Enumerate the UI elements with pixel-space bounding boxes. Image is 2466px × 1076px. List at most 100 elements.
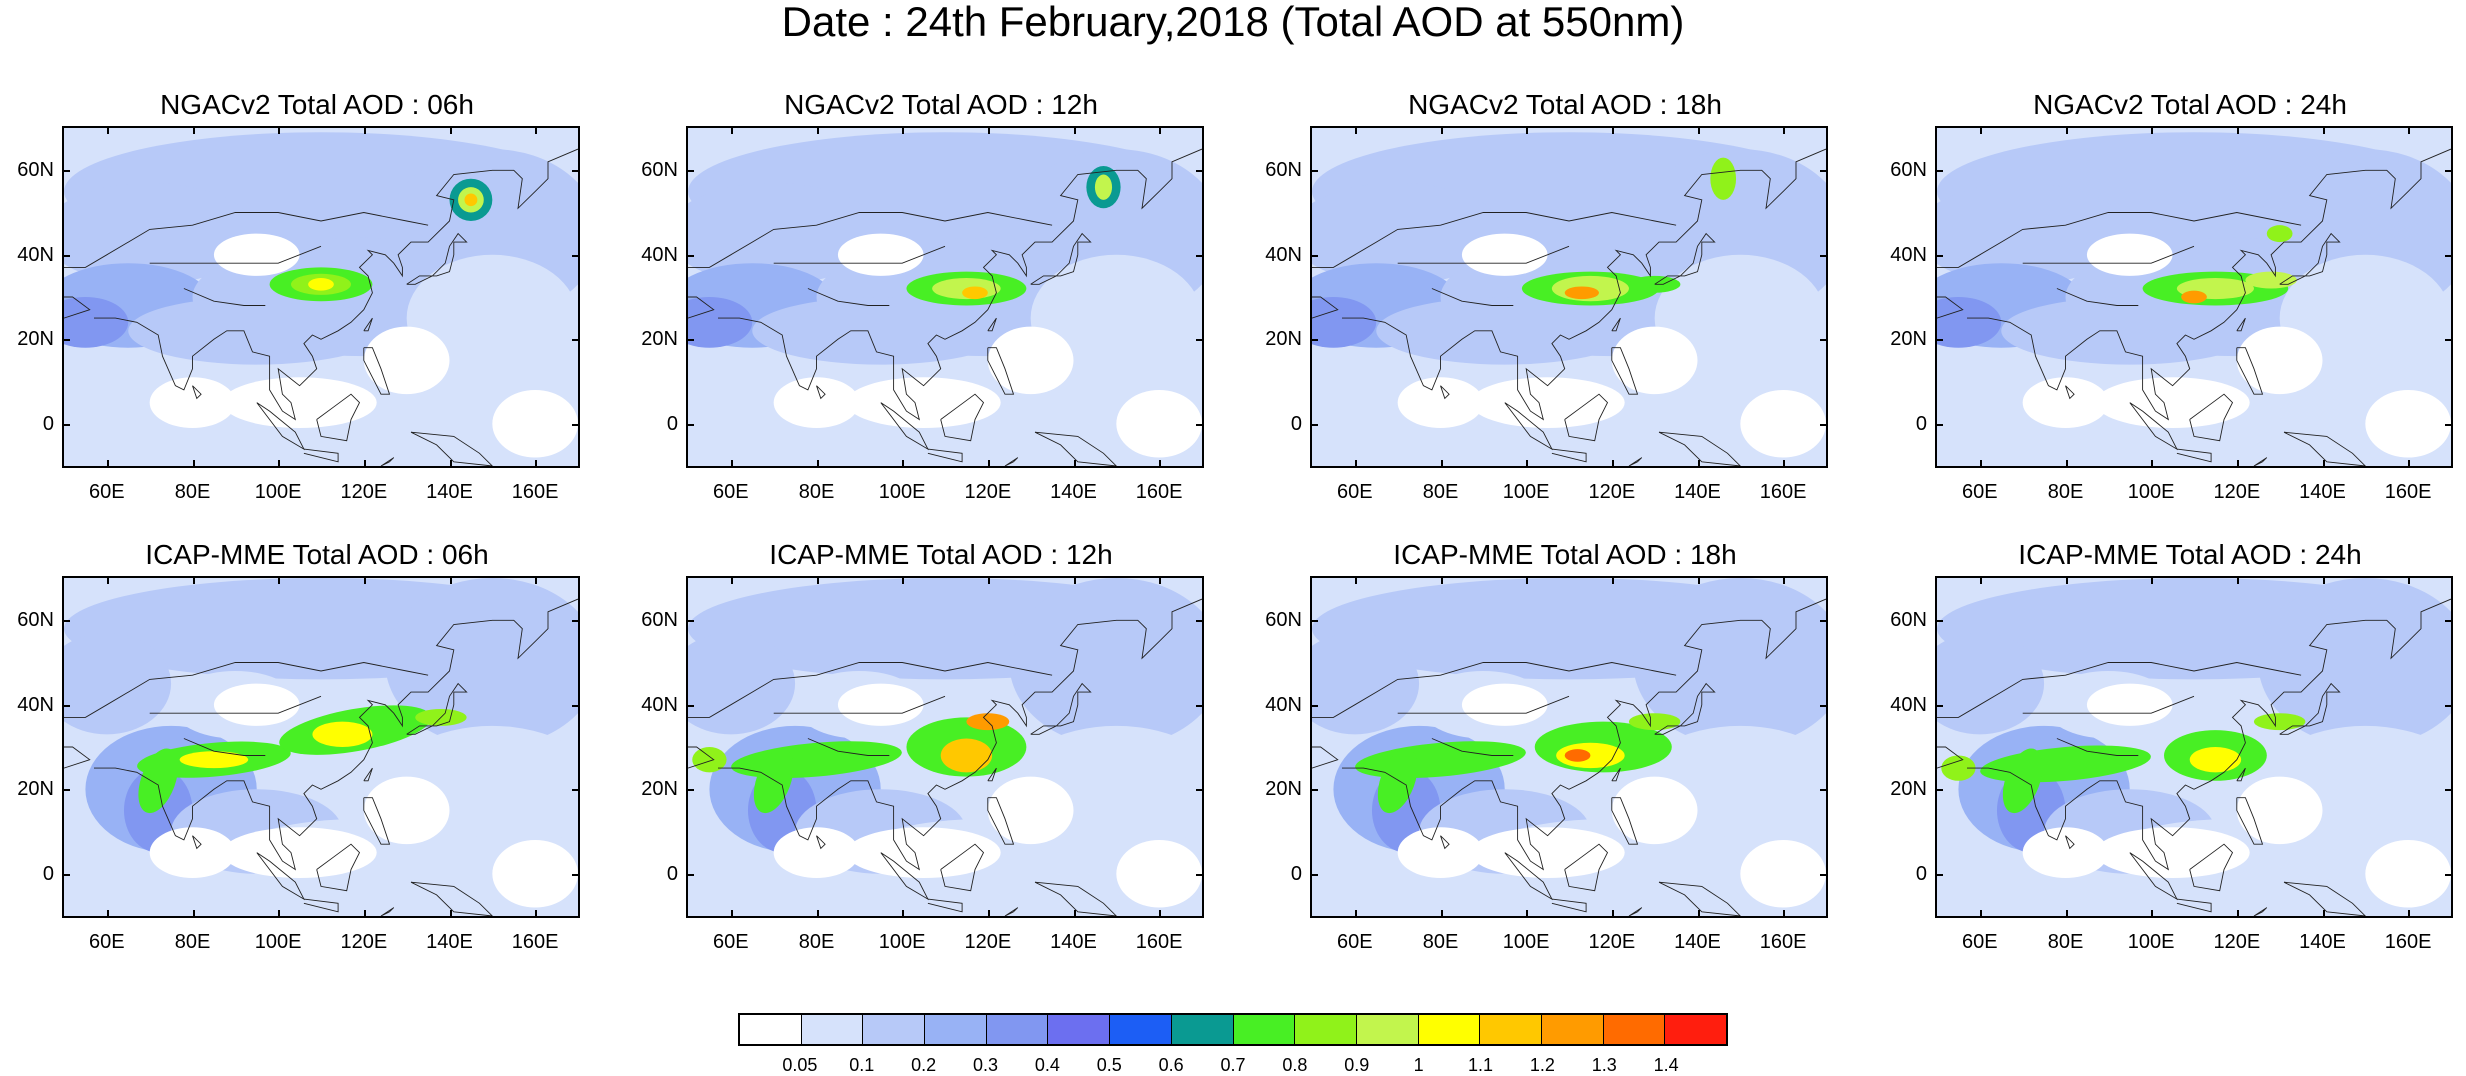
- lat-tick-mark: [572, 339, 580, 342]
- map-plot-area: [62, 126, 580, 468]
- lon-tick-mark: [2408, 460, 2411, 468]
- lat-tick-label: 0: [1915, 862, 1927, 885]
- lon-tick-mark: [1611, 460, 1614, 468]
- lon-tick-label: 160E: [1759, 931, 1807, 953]
- lon-tick-mark: [363, 126, 366, 134]
- lon-tick-mark: [1697, 576, 1700, 584]
- map-plot-area: [1935, 126, 2453, 468]
- colorbar-label: 0.8: [1282, 1055, 1308, 1075]
- lon-tick-mark: [449, 910, 452, 918]
- lon-tick-mark: [1697, 460, 1700, 468]
- lon-tick-mark: [192, 910, 195, 918]
- lon-tick-mark: [987, 576, 990, 584]
- lat-tick-mark: [1196, 789, 1204, 792]
- lon-tick-label: 100E: [878, 481, 926, 503]
- lon-tick-mark: [2408, 576, 2411, 584]
- lat-tick-mark: [1820, 170, 1828, 173]
- lat-tick-mark: [1935, 254, 1943, 257]
- colorbar-swatch: [801, 1015, 864, 1044]
- colorbar-label: 1.4: [1653, 1055, 1679, 1075]
- map-panel-ngac-12h: NGACv2 Total AOD : 12h 60N 40N 20N 0 60E 80E 1…: [626, 90, 1256, 530]
- lat-tick-label: 40N: [641, 243, 678, 266]
- colorbar-label: 1.1: [1467, 1055, 1494, 1075]
- lat-tick-mark: [62, 339, 70, 342]
- lat-tick-mark: [686, 170, 694, 173]
- lat-tick-label: 40N: [1265, 243, 1302, 266]
- lat-tick-mark: [686, 254, 694, 257]
- lat-tick-label: 60N: [641, 159, 678, 182]
- lon-tick-mark: [1073, 910, 1076, 918]
- lon-tick-mark: [535, 576, 538, 584]
- lon-tick-mark: [192, 576, 195, 584]
- lon-tick-label: 120E: [1588, 481, 1636, 503]
- map-panel-icap-18h: ICAP-MME Total AOD : 18h 60N 40N 20N 0 60E 80…: [1250, 540, 1880, 980]
- lon-tick-label: 80E: [1422, 931, 1459, 953]
- lat-tick-label: 20N: [1890, 328, 1927, 351]
- lat-tick-mark: [572, 789, 580, 792]
- lat-tick-mark: [1820, 620, 1828, 623]
- lat-tick-mark: [1196, 873, 1204, 876]
- lat-tick-label: 0: [42, 862, 54, 885]
- lon-tick-mark: [106, 460, 109, 468]
- lat-tick-label: 40N: [1890, 693, 1927, 716]
- lat-tick-mark: [1935, 620, 1943, 623]
- lon-tick-mark: [2322, 126, 2325, 134]
- lon-tick-label: 100E: [1502, 481, 1550, 503]
- lon-tick-label: 140E: [1674, 931, 1721, 953]
- map-plot-area: [686, 576, 1204, 918]
- lon-tick-mark: [816, 910, 819, 918]
- lon-tick-mark: [106, 576, 109, 584]
- lon-tick-mark: [1979, 460, 1982, 468]
- lon-tick-mark: [1526, 460, 1529, 468]
- colorbar-label: 0.1: [849, 1055, 875, 1075]
- lon-tick-label: 160E: [511, 931, 559, 953]
- lon-tick-mark: [192, 460, 195, 468]
- lon-tick-label: 160E: [1759, 481, 1807, 503]
- lon-tick-mark: [902, 126, 905, 134]
- lon-tick-mark: [278, 126, 281, 134]
- lon-tick-mark: [363, 460, 366, 468]
- colorbar-swatch: [986, 1015, 1049, 1044]
- lat-tick-mark: [62, 789, 70, 792]
- lat-tick-mark: [1310, 254, 1318, 257]
- lon-tick-mark: [902, 460, 905, 468]
- lon-tick-mark: [1354, 910, 1357, 918]
- lon-tick-label: 160E: [511, 481, 559, 503]
- lat-tick-label: 20N: [17, 778, 54, 801]
- lat-tick-mark: [572, 704, 580, 707]
- lon-tick-mark: [2322, 910, 2325, 918]
- lat-tick-label: 20N: [1265, 328, 1302, 351]
- panel-title: NGACv2 Total AOD : 06h: [160, 89, 474, 120]
- lon-tick-mark: [2322, 576, 2325, 584]
- aod-map: [1937, 128, 2451, 466]
- lat-tick-mark: [686, 789, 694, 792]
- lon-tick-mark: [1354, 460, 1357, 468]
- lat-tick-mark: [686, 620, 694, 623]
- lon-tick-label: 120E: [2213, 481, 2261, 503]
- lat-tick-label: 20N: [17, 328, 54, 351]
- lon-tick-mark: [2065, 576, 2068, 584]
- lat-tick-mark: [1196, 170, 1204, 173]
- aod-map: [1312, 128, 1826, 466]
- colorbar-label: 0.7: [1220, 1055, 1246, 1075]
- lon-tick-label: 80E: [174, 931, 211, 953]
- lon-tick-mark: [2236, 126, 2239, 134]
- lon-tick-label: 120E: [2213, 931, 2261, 953]
- lat-tick-mark: [1935, 170, 1943, 173]
- lat-tick-mark: [1935, 704, 1943, 707]
- lon-tick-mark: [1611, 910, 1614, 918]
- lon-tick-label: 140E: [1050, 931, 1097, 953]
- lon-tick-label: 140E: [2299, 481, 2346, 503]
- colorbar-swatch: [1171, 1015, 1234, 1044]
- colorbar-swatch: [740, 1015, 802, 1044]
- lat-tick-mark: [686, 339, 694, 342]
- panel-title: NGACv2 Total AOD : 18h: [1408, 89, 1722, 120]
- colorbar-label: 0.4: [1034, 1055, 1060, 1075]
- lon-tick-mark: [1440, 126, 1443, 134]
- lon-tick-mark: [192, 126, 195, 134]
- lat-tick-label: 0: [1290, 862, 1302, 885]
- lon-tick-mark: [816, 576, 819, 584]
- lon-tick-mark: [1159, 576, 1162, 584]
- lat-tick-mark: [1196, 339, 1204, 342]
- lon-tick-mark: [449, 126, 452, 134]
